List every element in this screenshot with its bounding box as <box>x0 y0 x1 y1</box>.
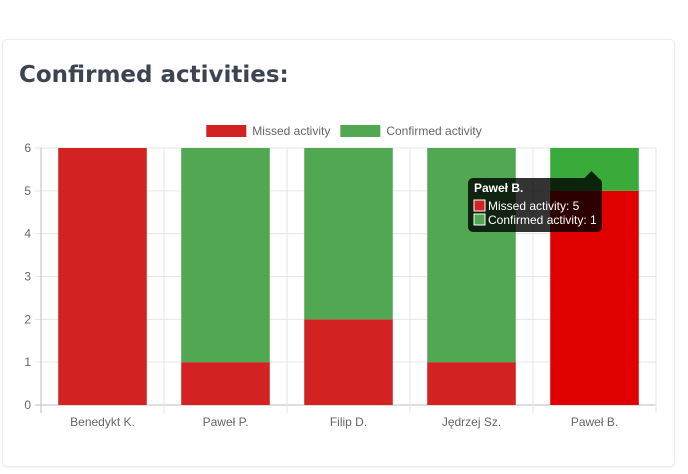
y-tick-label: 6 <box>24 141 31 155</box>
y-tick-label: 1 <box>24 355 31 369</box>
card-title: Confirmed activities: <box>19 62 289 88</box>
tooltip-swatch <box>473 213 486 226</box>
bar-missed-activity[interactable] <box>427 362 516 405</box>
x-tick-label: Paweł P. <box>203 415 249 429</box>
tooltip-swatch <box>473 199 486 212</box>
bar-missed-activity[interactable] <box>58 148 147 405</box>
bar-missed-activity[interactable] <box>181 362 270 405</box>
x-tick-label: Paweł B. <box>571 415 618 429</box>
x-tick-label: Benedykt K. <box>70 415 135 429</box>
y-tick-label: 0 <box>24 398 31 412</box>
legend-label[interactable]: Confirmed activity <box>386 124 481 138</box>
legend-swatch <box>206 125 247 137</box>
y-tick-label: 5 <box>24 184 31 198</box>
bar-missed-activity[interactable] <box>304 319 393 405</box>
y-tick-label: 2 <box>24 312 31 326</box>
x-tick-label: Filip D. <box>330 415 367 429</box>
tooltip-line: Missed activity: 5 <box>488 199 580 213</box>
y-tick-label: 3 <box>24 270 31 284</box>
legend-swatch <box>340 125 381 137</box>
tooltip-line: Confirmed activity: 1 <box>488 213 597 227</box>
y-tick-label: 4 <box>24 227 31 241</box>
bar-confirmed-activity[interactable] <box>181 148 270 363</box>
x-tick-label: Jędrzej Sz. <box>442 415 501 429</box>
tooltip-title: Paweł B. <box>474 181 523 195</box>
tooltip-box <box>468 178 602 232</box>
legend-label[interactable]: Missed activity <box>252 124 330 138</box>
bar-confirmed-activity[interactable] <box>304 148 393 320</box>
tooltip-arrow <box>584 171 599 178</box>
